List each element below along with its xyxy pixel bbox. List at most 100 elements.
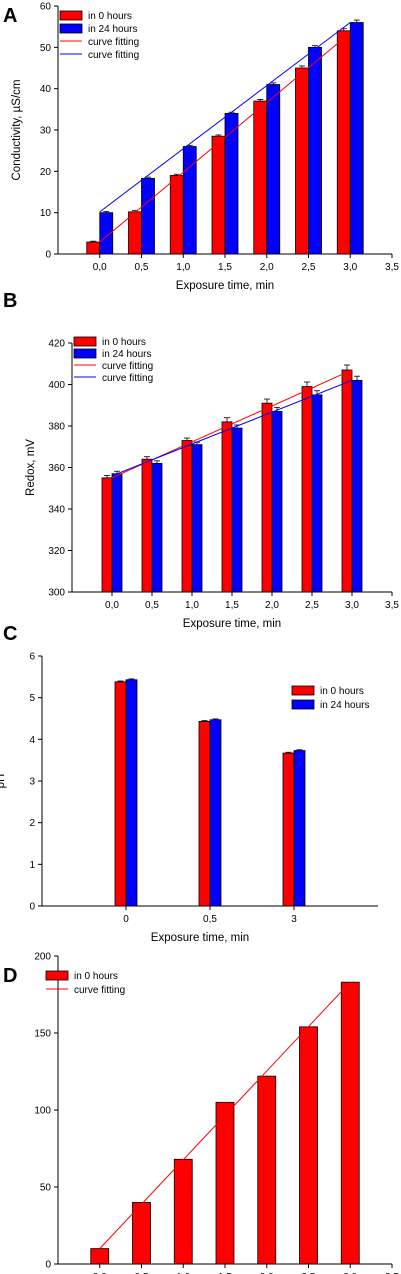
x-tick-label: 0,5 [135, 262, 149, 273]
x-tick-label: 1,0 [185, 600, 199, 611]
y-tick-label: 30 [40, 126, 52, 137]
fit-line [99, 32, 351, 243]
x-tick-label: 3 [291, 914, 297, 925]
bar-in-24-hours [209, 719, 222, 907]
legend-label: in 0 hours [102, 337, 146, 348]
bar-in-0-hours [181, 440, 193, 593]
x-tick-label: 2,0 [260, 1272, 274, 1274]
bar-in-0-hours [336, 30, 351, 255]
y-tick-label: 0 [45, 250, 51, 261]
bar-in-24-hours [293, 750, 306, 907]
fit-line [111, 379, 353, 477]
bar-in-24-hours [191, 444, 203, 593]
legend-swatch [45, 970, 69, 981]
y-tick-label: 3 [29, 777, 35, 788]
y-tick-label: 100 [34, 1106, 51, 1117]
legend: in 0 hours in 24 hours [291, 685, 369, 711]
x-tick-label: 3,5 [385, 1272, 399, 1274]
x-tick-label: 0 [123, 914, 129, 925]
legend-swatch [59, 23, 83, 34]
bar-in-24-hours [151, 462, 163, 593]
x-tick-label: 2,5 [302, 262, 316, 273]
legend-label: curve fitting [102, 373, 153, 384]
bar-in-0-hours [86, 241, 101, 255]
panel-letter-a: A [3, 5, 17, 27]
x-tick-label: 2,0 [265, 600, 279, 611]
y-tick-label: 4 [29, 735, 35, 746]
legend-swatch [73, 336, 97, 347]
legend-swatch [59, 10, 83, 21]
bar-in-24-hours [311, 394, 323, 593]
y-tick-label: 0 [45, 1260, 51, 1271]
legend-label: in 0 hours [88, 11, 132, 22]
bar-in-24-hours [271, 411, 283, 593]
x-axis-label: Exposure time, min [183, 618, 281, 630]
legend-swatch [291, 699, 315, 710]
x-tick-label: 1,0 [176, 262, 190, 273]
bar-in-24-hours [141, 177, 155, 255]
x-tick-label: 3,5 [385, 262, 399, 273]
y-tick-label: 2 [29, 818, 35, 829]
bar-in-0-hours [221, 421, 233, 593]
bar-in-24-hours [308, 46, 322, 255]
bar-in-0-hours [169, 175, 184, 255]
legend: in 0 hours curve fitting [45, 970, 125, 996]
x-tick-label: 0,0 [93, 1272, 107, 1274]
x-tick-label: 2,5 [305, 600, 319, 611]
y-tick-label: 150 [34, 1029, 51, 1040]
bar-in-0-hours [295, 67, 309, 255]
legend-label: curve fitting [74, 985, 125, 996]
y-axis-label: pH [0, 774, 7, 789]
y-tick-label: 40 [40, 84, 52, 95]
legend-label: curve fitting [88, 50, 139, 61]
bar-in-0-hours [282, 752, 295, 907]
legend-label: in 24 hours [102, 349, 151, 360]
bar-in-0-hours [173, 1158, 193, 1265]
legend-label: curve fitting [88, 37, 139, 48]
x-tick-label: 1,5 [225, 600, 239, 611]
bar-in-0-hours [128, 211, 142, 255]
bar-in-0-hours [340, 981, 360, 1265]
bar-in-24-hours [351, 379, 363, 593]
panel-b: B 300 320 340 360 380 400 420 0,0 0,5 1,0 1,5 2,0 2,5… [3, 290, 399, 630]
x-tick-label: 2,5 [302, 1272, 316, 1274]
legend-swatch [73, 348, 97, 359]
y-tick-label: 1 [29, 860, 35, 871]
y-tick-label: 6 [29, 652, 35, 663]
y-tick-label: 200 [34, 952, 51, 963]
y-tick-label: 5 [29, 693, 35, 704]
bar-in-0-hours [257, 1075, 277, 1265]
y-axis-label: Conductivity, µS/cm [11, 80, 23, 181]
bar-in-0-hours [198, 721, 211, 907]
legend-label: in 24 hours [320, 700, 369, 711]
y-tick-label: 10 [40, 208, 52, 219]
legend-label: in 0 hours [320, 686, 364, 697]
bar-in-0-hours [341, 369, 353, 593]
y-tick-label: 320 [48, 546, 65, 557]
x-axis-label: Exposure time, min [176, 280, 274, 292]
y-axis-label: Redox, mV [25, 439, 37, 496]
y-tick-label: 400 [48, 380, 65, 391]
panel-letter-d: D [3, 965, 17, 987]
legend-label: in 0 hours [74, 971, 118, 982]
y-tick-label: 420 [48, 339, 65, 350]
bar-in-0-hours [90, 1248, 110, 1265]
bar-in-0-hours [211, 135, 226, 255]
y-tick-label: 0 [29, 902, 35, 913]
bar-in-24-hours [224, 113, 239, 255]
x-tick-label: 0,5 [203, 914, 217, 925]
y-tick-label: 60 [40, 2, 52, 13]
y-tick-label: 300 [48, 588, 65, 599]
panel-letter-b: B [3, 290, 17, 312]
bar-in-0-hours [261, 402, 273, 593]
bar-in-0-hours [253, 100, 268, 255]
bar-in-0-hours [141, 458, 153, 593]
bar-in-24-hours [231, 427, 243, 593]
y-tick-label: 50 [40, 1183, 52, 1194]
bar-in-24-hours [266, 84, 281, 255]
x-tick-label: 2,0 [260, 262, 274, 273]
x-tick-label: 3,5 [385, 600, 399, 611]
x-tick-label: 0,5 [135, 1272, 149, 1274]
